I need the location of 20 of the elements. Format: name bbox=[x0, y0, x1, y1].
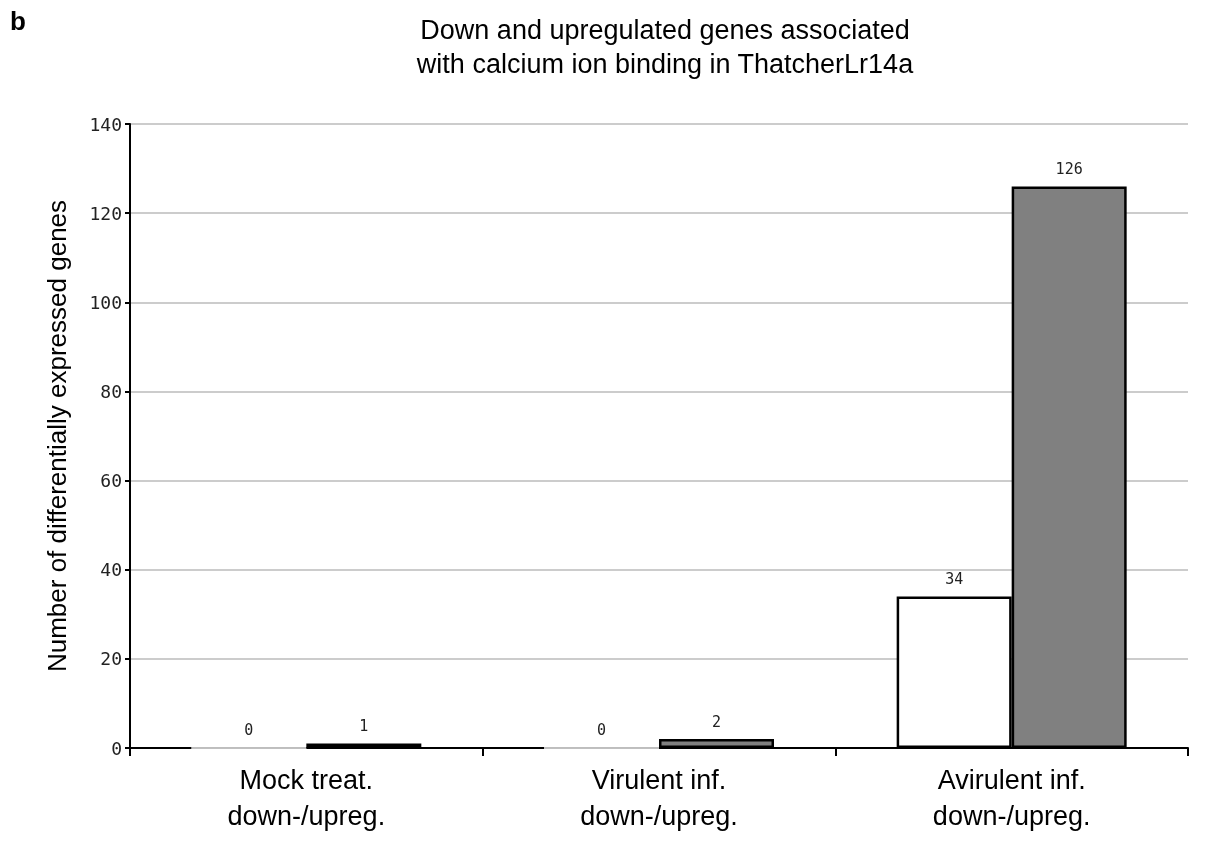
chart-title: Down and upregulated genes associated with calcium ion binding in ThatcherLr14a bbox=[415, 15, 915, 79]
y-tick-label: 120 bbox=[89, 202, 122, 224]
text: b bbox=[10, 6, 26, 36]
data-label: 0 bbox=[596, 721, 607, 739]
data-label: 1 bbox=[359, 717, 369, 736]
y-tick-label: 0 bbox=[111, 737, 122, 759]
y-tick-label: 80 bbox=[100, 380, 122, 402]
data-label: 2 bbox=[711, 712, 722, 731]
y-axis-title: Number of differentially expressed genes bbox=[42, 199, 72, 673]
x-tick-label: Avirulent inf. down-/upreg. bbox=[932, 765, 1091, 831]
y-tick-label: 100 bbox=[89, 291, 122, 313]
x-tick-label: Virulent inf. down-/upreg. bbox=[580, 765, 738, 831]
data-label: 0 bbox=[244, 721, 254, 739]
data-label: 126 bbox=[1055, 159, 1083, 178]
data-label: 34 bbox=[945, 569, 964, 588]
y-tick-label: 20 bbox=[100, 648, 122, 670]
y-tick-label: 60 bbox=[100, 470, 122, 492]
x-tick-label: Mock treat. down-/upreg. bbox=[227, 765, 386, 831]
y-tick-label: 40 bbox=[100, 559, 122, 581]
y-tick-label: 140 bbox=[89, 113, 122, 135]
